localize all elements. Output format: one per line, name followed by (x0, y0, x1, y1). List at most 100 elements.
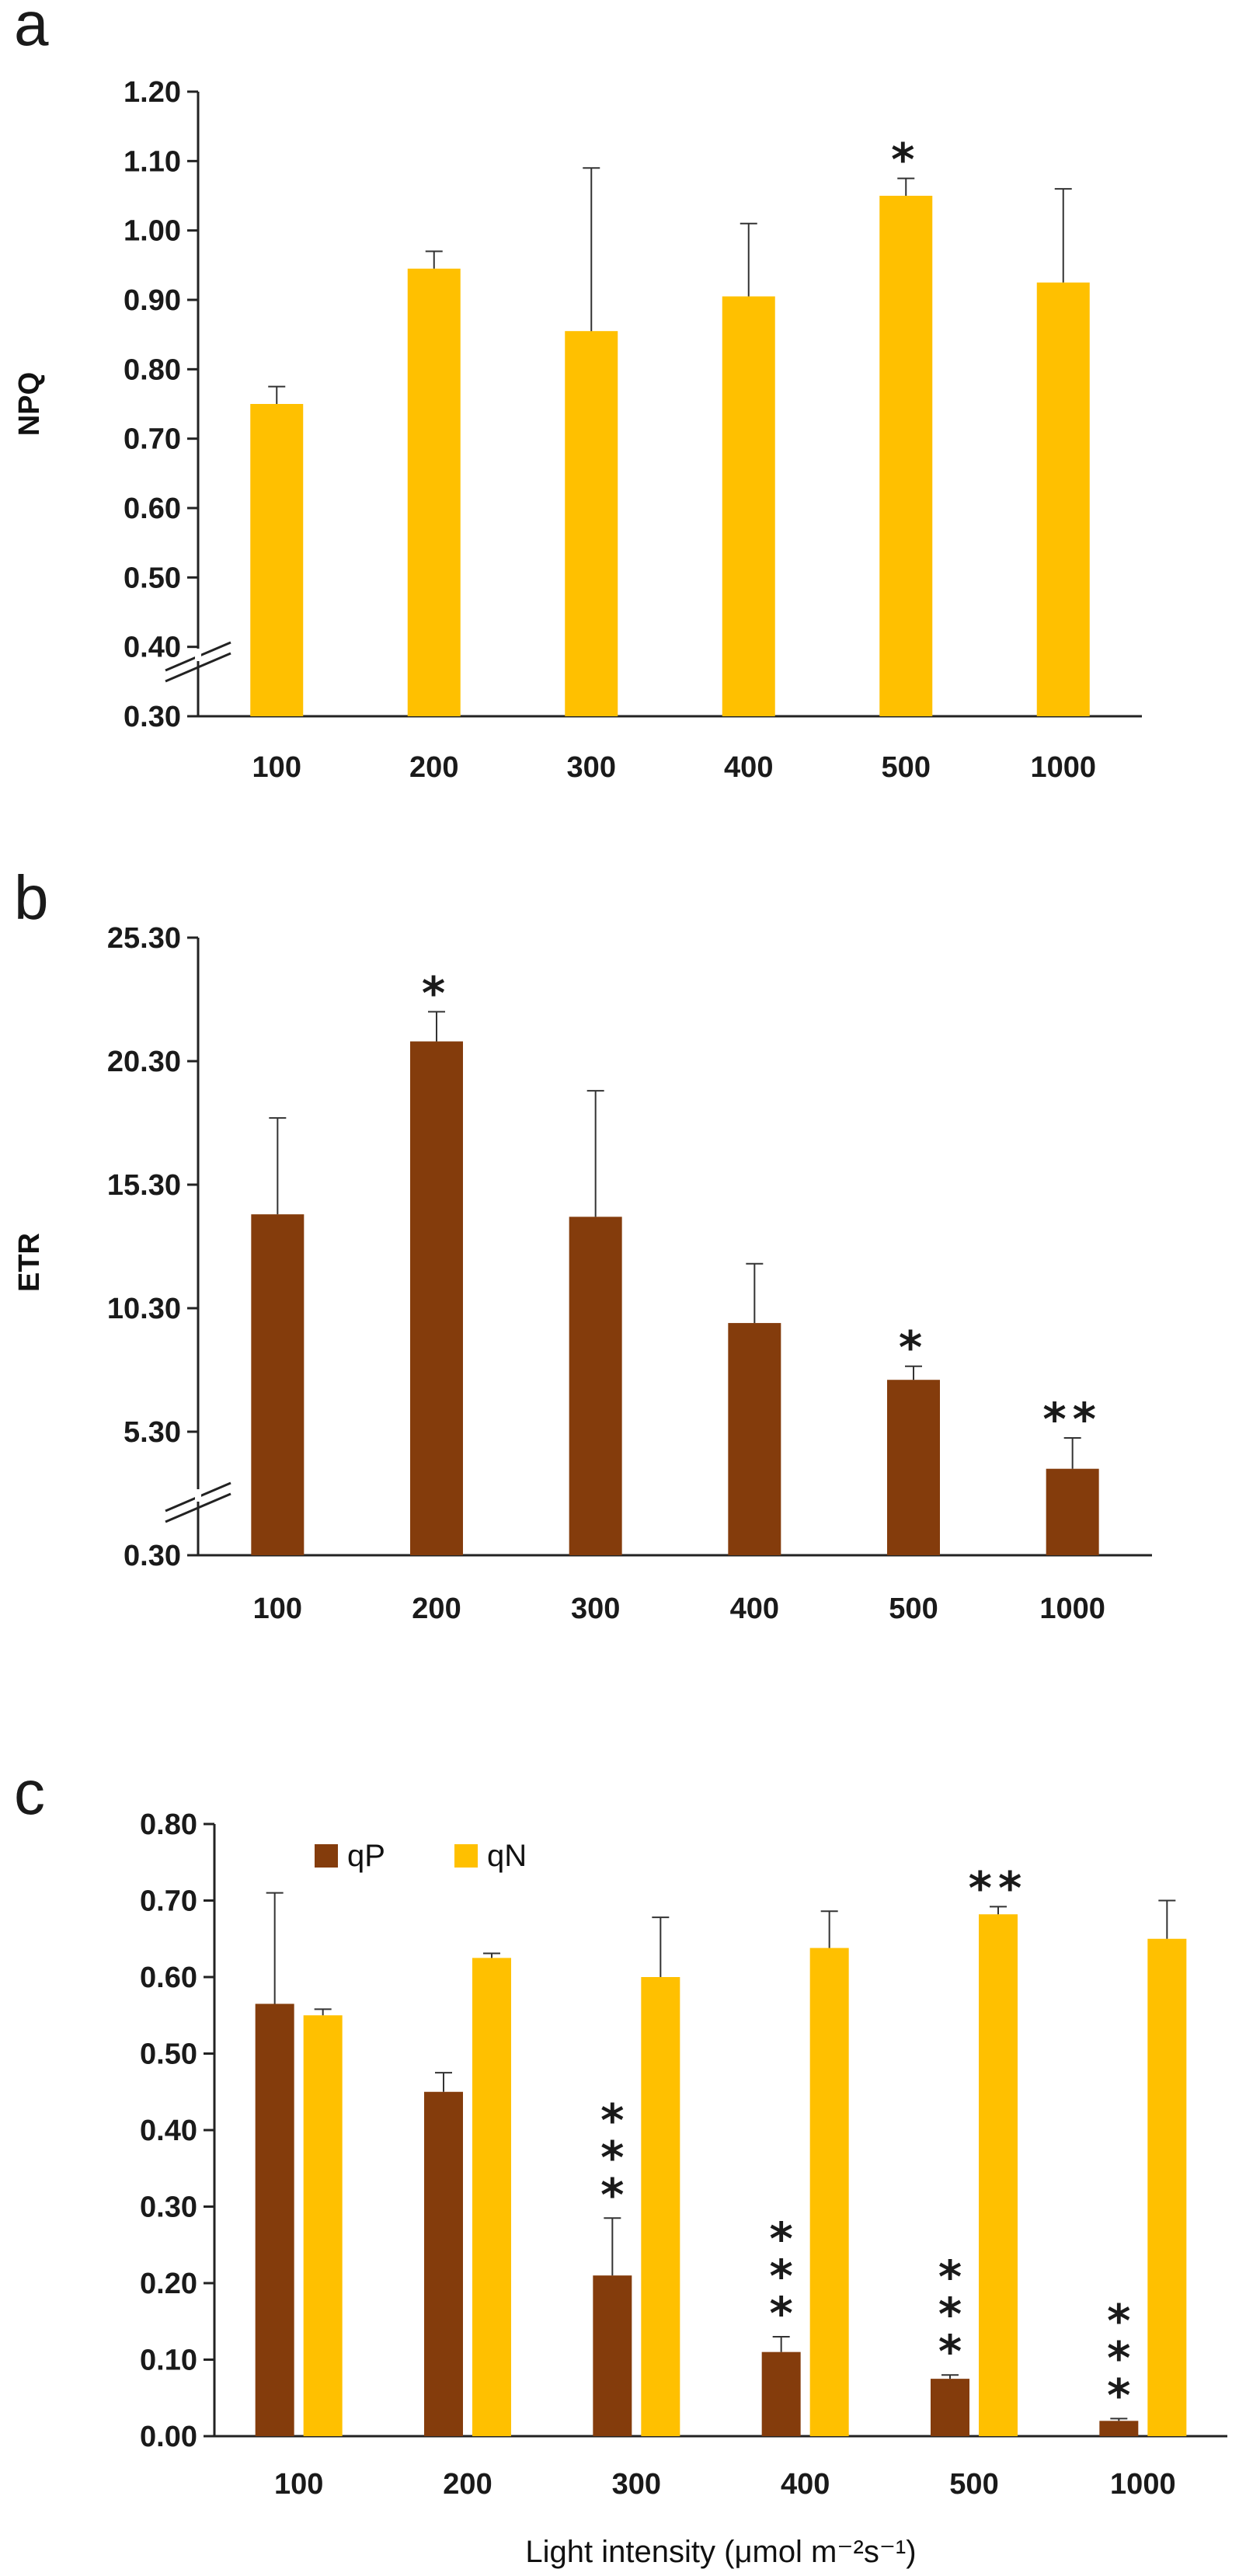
bar-qn-400 (809, 1948, 849, 2436)
y-tick-label: 0.20 (140, 2268, 197, 2300)
bar-qp-300 (593, 2275, 632, 2436)
y-tick-label: 15.30 (107, 1169, 181, 1202)
y-tick-label: 0.10 (140, 2345, 197, 2377)
bar-qn-100 (303, 2015, 343, 2436)
x-tick-label: 400 (781, 2468, 830, 2501)
y-tick-label: 0.30 (140, 2191, 197, 2224)
y-axis-label: ETR (13, 1233, 46, 1292)
x-tick-label: 300 (571, 1593, 620, 1625)
significance-star: * (1107, 2294, 1130, 2347)
legend-label-qp: qP (347, 1839, 385, 1873)
significance-star: * (600, 2131, 624, 2184)
bar-etr-400 (728, 1323, 781, 1555)
panel-letter: b (14, 863, 49, 932)
y-tick-label: 0.40 (140, 2115, 197, 2147)
bar-etr-1000 (1046, 1468, 1099, 1555)
bar-npq-500 (879, 196, 933, 716)
bar-npq-300 (565, 331, 618, 716)
x-tick-label: 400 (730, 1593, 779, 1625)
bar-qn-500 (979, 1914, 1018, 2436)
significance-marker: * (422, 966, 451, 1019)
axis-break-gap (195, 1489, 201, 1502)
panel-b-etr-chart: b 0.30 5.30 10.30 15.30 20.30 25.30 ETR 100 200 30… (13, 863, 1152, 1625)
bar-qp-100 (255, 2003, 294, 2436)
bar-etr-100 (251, 1214, 305, 1555)
x-tick-label: 200 (409, 751, 458, 784)
x-tick-label: 1000 (1030, 751, 1096, 784)
bar-npq-200 (407, 268, 461, 716)
bar-etr-200 (410, 1041, 463, 1555)
y-tick-label: 1.10 (124, 145, 181, 178)
y-tick-label: 0.40 (124, 632, 181, 664)
significance-star: * (938, 2251, 962, 2303)
x-tick-label: 1000 (1039, 1593, 1105, 1625)
bar-npq-1000 (1036, 282, 1090, 717)
bar-qp-500 (931, 2379, 969, 2436)
x-tick-label: 1000 (1110, 2468, 1176, 2501)
y-tick-label: 20.30 (107, 1046, 181, 1078)
y-tick-label: 0.60 (140, 1962, 197, 1994)
significance-star: * (600, 2094, 624, 2146)
axis-break-gap (195, 649, 201, 661)
panel-letter: c (14, 1758, 45, 1827)
bar-qp-1000 (1099, 2421, 1139, 2436)
panel-letter: a (14, 0, 49, 58)
bar-npq-100 (250, 404, 304, 716)
x-tick-label: 100 (252, 751, 301, 784)
bar-qn-200 (472, 1958, 511, 2436)
y-tick-label: 0.70 (124, 423, 181, 456)
bar-qn-300 (641, 1977, 680, 2436)
significance-marker: ** (969, 1861, 1028, 1914)
x-tick-label: 500 (882, 751, 931, 784)
bar-qp-200 (424, 2091, 463, 2436)
y-tick-label: 1.20 (124, 76, 181, 109)
y-axis-label: NPQ (13, 372, 46, 436)
significance-star: * (1107, 2331, 1130, 2384)
significance-star: * (600, 2168, 624, 2221)
bar-qn-1000 (1147, 1938, 1187, 2436)
bar-etr-300 (569, 1217, 622, 1555)
bar-etr-500 (887, 1380, 940, 1555)
bar-npq-400 (722, 296, 775, 716)
x-tick-label: 400 (724, 751, 773, 784)
y-tick-label: 0.70 (140, 1885, 197, 1918)
y-tick-label: 10.30 (107, 1293, 181, 1325)
x-tick-label: 500 (949, 2468, 998, 2501)
y-tick-label: 5.30 (124, 1416, 181, 1449)
y-tick-label: 0.30 (124, 701, 181, 733)
significance-marker: ** (1042, 1393, 1102, 1446)
y-tick-label: 0.30 (124, 1540, 181, 1572)
y-tick-label: 0.80 (124, 353, 181, 386)
y-tick-label: 0.80 (140, 1808, 197, 1841)
x-tick-label: 200 (443, 2468, 492, 2501)
y-tick-label: 0.90 (124, 284, 181, 317)
significance-marker: * (899, 1321, 928, 1374)
y-tick-label: 25.30 (107, 922, 181, 955)
panel-c-qp-qn-chart: c 0.00 0.10 0.20 0.30 0.40 0.50 0.60 0.70 0.80 100… (14, 1758, 1227, 2569)
significance-star: * (769, 2250, 792, 2303)
y-tick-label: 0.00 (140, 2421, 197, 2453)
x-tick-label: 500 (889, 1593, 938, 1625)
significance-marker: * (891, 134, 921, 186)
significance-star: * (938, 2325, 962, 2378)
x-tick-label: 300 (612, 2468, 661, 2501)
significance-star: * (938, 2288, 962, 2341)
significance-star: * (1107, 2369, 1130, 2421)
y-tick-label: 0.50 (140, 2038, 197, 2071)
legend-label-qn: qN (487, 1839, 527, 1873)
x-tick-label: 100 (274, 2468, 323, 2501)
axis-break-mark (165, 652, 231, 683)
panel-a-npq-chart: a 0.30 0.40 0.50 0.60 0.70 0.80 0.90 1.00 1.10 1.2… (13, 0, 1142, 784)
y-tick-label: 1.00 (124, 215, 181, 248)
y-tick-label: 0.50 (124, 562, 181, 594)
bar-qp-400 (761, 2351, 801, 2436)
significance-star: * (769, 2212, 792, 2265)
x-axis-label: Light intensity (μmol m⁻²s⁻¹) (525, 2535, 916, 2569)
y-tick-label: 0.60 (124, 493, 181, 525)
x-tick-label: 200 (412, 1593, 461, 1625)
axis-break-mark (165, 1492, 231, 1523)
legend-swatch-qn (454, 1844, 478, 1868)
significance-star: * (769, 2287, 792, 2340)
x-tick-label: 300 (567, 751, 616, 784)
